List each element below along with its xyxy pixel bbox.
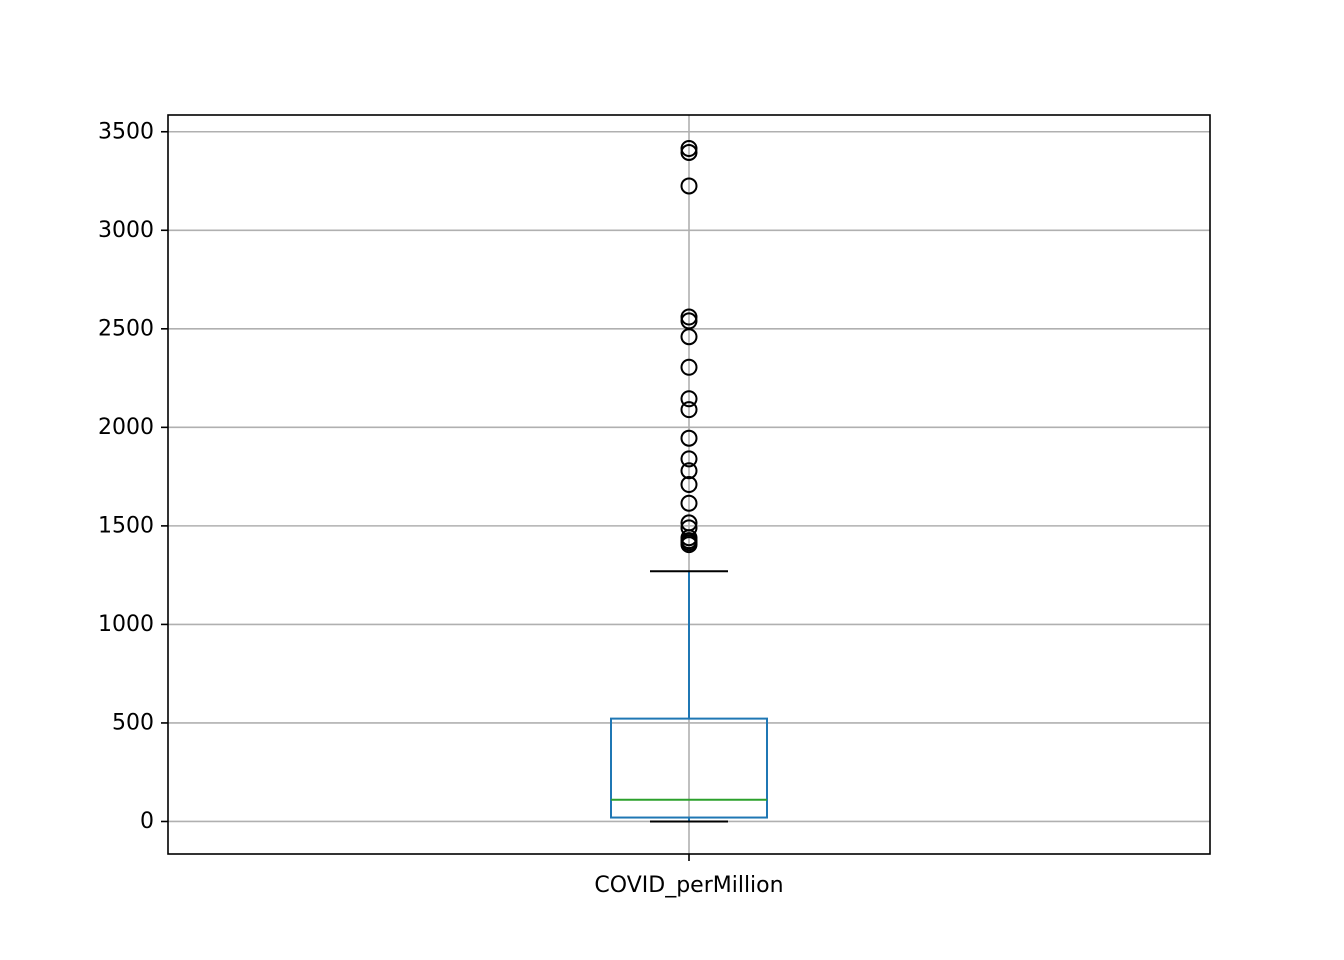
y-tick-label: 0 <box>140 809 154 834</box>
grid-lines <box>168 115 1210 854</box>
y-tick-label: 1000 <box>98 612 154 637</box>
outlier-point <box>680 429 698 447</box>
y-tick-label: 3500 <box>98 119 154 144</box>
x-axis: COVID_perMillion <box>594 854 784 898</box>
outlier-point <box>680 401 698 419</box>
plot-area <box>610 140 768 823</box>
y-tick-label: 2000 <box>98 415 154 440</box>
iqr-box <box>610 717 768 819</box>
y-tick-label: 2500 <box>98 316 154 341</box>
x-tick-label: COVID_perMillion <box>594 873 783 898</box>
outlier-point <box>680 476 698 493</box>
outlier-point <box>680 450 698 468</box>
y-tick-label: 1500 <box>98 513 154 538</box>
outlier-point <box>680 358 698 376</box>
outlier-point <box>680 519 698 537</box>
outlier-point <box>680 177 698 195</box>
outlier-point <box>680 390 698 408</box>
outlier-point <box>680 462 698 480</box>
outlier-point <box>680 140 698 158</box>
outlier-point <box>680 494 698 512</box>
outlier-point <box>680 308 698 326</box>
outlier-point <box>680 514 698 532</box>
y-axis: 0 500 1000 1500 2000 2500 3000 3500 <box>98 119 168 834</box>
y-tick-label: 3000 <box>98 218 154 243</box>
y-tick-label: 500 <box>112 710 154 735</box>
